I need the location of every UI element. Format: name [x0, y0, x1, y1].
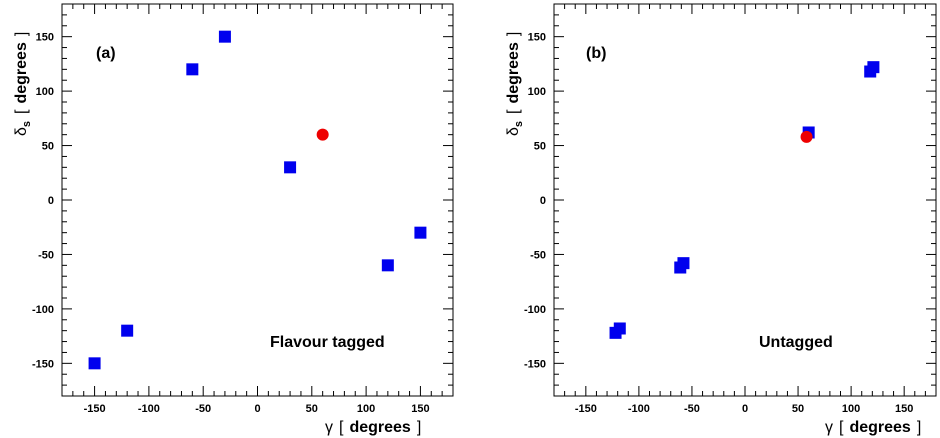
- y-axis-unit: degrees: [505, 42, 522, 103]
- x-axis-open-bracket: [: [839, 419, 844, 436]
- svg-text:δs[degrees]: δs [ degrees]: [505, 32, 525, 136]
- x-tick-label: 150: [895, 403, 913, 415]
- y-tick-label: 100: [528, 86, 546, 98]
- x-tick-label: 50: [306, 403, 318, 415]
- y-tick-label: -100: [32, 304, 54, 316]
- panel-a-x-axis-label: γ [ degrees]: [325, 419, 421, 436]
- y-tick-label: 100: [36, 86, 54, 98]
- svg-text:δs[degrees]: δs [ degrees]: [13, 32, 33, 136]
- panel-a-y-axis-label: δs [ degrees]: [13, 32, 33, 136]
- panel-b-marks: [609, 61, 880, 339]
- x-axis-unit: degrees: [849, 419, 910, 436]
- x-tick-label: 0: [742, 403, 748, 415]
- x-axis-close-bracket: ]: [417, 419, 421, 436]
- data-point-square: [218, 30, 231, 43]
- panel-a-annotation: Flavour tagged: [270, 334, 385, 351]
- x-axis-open-bracket: [: [339, 419, 344, 436]
- y-tick-label: 50: [534, 141, 546, 153]
- y-tick-label: 150: [528, 32, 546, 44]
- x-axis-symbol: γ: [825, 419, 833, 436]
- y-tick-label: 0: [540, 195, 546, 207]
- x-tick-label: -150: [575, 403, 597, 415]
- data-point-square: [613, 322, 626, 335]
- y-tick-label: 50: [42, 141, 54, 153]
- panel-a-tag: (a): [96, 45, 116, 62]
- y-tick-label: -50: [38, 249, 54, 261]
- x-tick-label: 0: [254, 403, 260, 415]
- data-point-square: [414, 226, 427, 239]
- data-point-square: [677, 257, 690, 270]
- y-axis-open-bracket: [: [13, 109, 30, 114]
- panel-b-annotation: Untagged: [759, 334, 833, 351]
- data-point-circle: [800, 130, 813, 143]
- x-tick-label: -100: [628, 403, 650, 415]
- panel-b-ticks: [553, 3, 937, 397]
- x-tick-label: -150: [84, 403, 106, 415]
- x-tick-label: -100: [138, 403, 160, 415]
- data-point-square: [88, 357, 101, 370]
- y-tick-label: 0: [48, 195, 54, 207]
- data-point-square: [186, 63, 199, 76]
- panel-a-ticks: [61, 3, 454, 397]
- x-tick-label: 50: [792, 403, 804, 415]
- data-point-circle: [316, 128, 329, 141]
- x-axis-unit: degrees: [349, 419, 410, 436]
- data-point-square: [867, 61, 880, 74]
- panel-b-y-axis-label: δs [ degrees]: [505, 32, 525, 136]
- svg-text:γ[degrees]: γ [ degrees]: [325, 419, 421, 436]
- data-point-square: [121, 324, 134, 337]
- y-tick-label: -150: [524, 358, 546, 370]
- panel-b-tick-labels: -150 -100 -50 0 50 100 150 -150 -100 -50 0 50 100 150: [524, 32, 913, 415]
- y-tick-label: -50: [530, 249, 546, 261]
- y-tick-label: -100: [524, 304, 546, 316]
- y-axis-subscript: s: [513, 121, 525, 127]
- x-tick-label: 150: [411, 403, 429, 415]
- panel-a: -150 -100 -50 0 50 100 150 -150 -100 -50 0 50 100 150…: [13, 3, 454, 436]
- y-tick-label: -150: [32, 358, 54, 370]
- x-tick-label: -50: [684, 403, 700, 415]
- panel-a-marks: [88, 30, 427, 370]
- x-tick-label: -50: [195, 403, 211, 415]
- y-axis-symbol: δ: [13, 127, 30, 136]
- y-axis-open-bracket: [: [505, 109, 522, 114]
- panel-b-x-axis-label: γ [ degrees]: [825, 419, 921, 436]
- x-axis-close-bracket: ]: [917, 419, 921, 436]
- y-axis-subscript: s: [21, 121, 33, 127]
- x-tick-label: 100: [842, 403, 860, 415]
- y-axis-unit: degrees: [13, 42, 30, 103]
- panel-b-tag: (b): [586, 45, 606, 62]
- y-axis-close-bracket: ]: [505, 32, 522, 36]
- y-axis-symbol: δ: [505, 127, 522, 136]
- panel-a-tick-labels: -150 -100 -50 0 50 100 150 -150 -100 -50 0 50 100 150: [32, 32, 430, 415]
- panel-b: -150 -100 -50 0 50 100 150 -150 -100 -50 0 50 100 150…: [505, 3, 937, 436]
- data-point-square: [381, 259, 394, 272]
- y-axis-close-bracket: ]: [13, 32, 30, 36]
- panel-a-frame: [61, 3, 454, 397]
- svg-text:γ[degrees]: γ [ degrees]: [825, 419, 921, 436]
- y-tick-label: 150: [36, 32, 54, 44]
- x-axis-symbol: γ: [325, 419, 333, 436]
- data-point-square: [284, 161, 297, 174]
- x-tick-label: 100: [357, 403, 375, 415]
